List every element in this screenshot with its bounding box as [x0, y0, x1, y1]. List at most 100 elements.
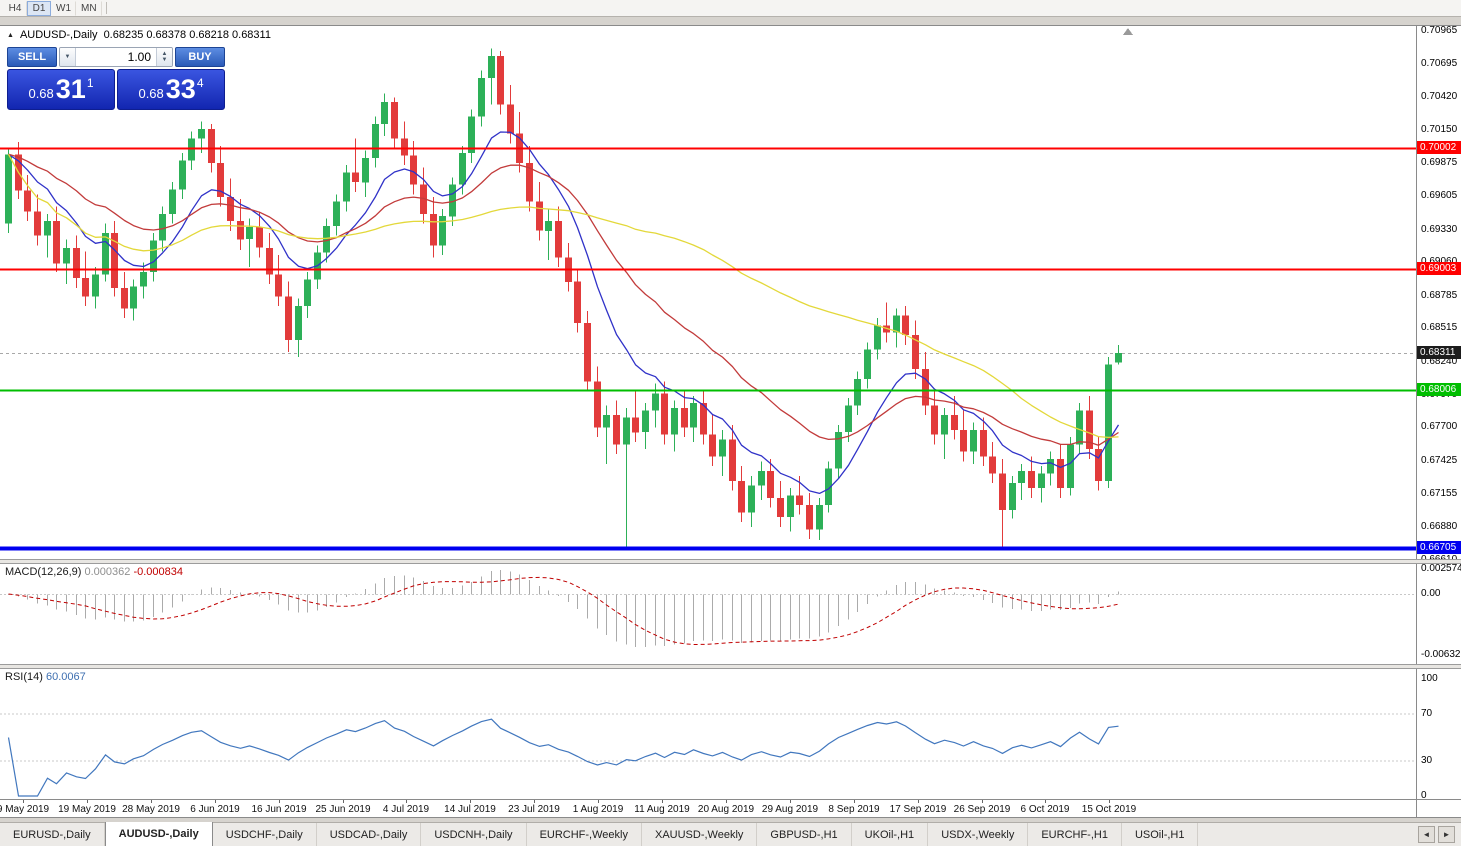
date-label: 19 May 2019 [58, 804, 116, 815]
chart-tabs: EURUSD-,Daily AUDUSD-,Daily USDCHF-,Daily U… [0, 822, 1199, 846]
chart-tab-gbpusd-h1[interactable]: GBPUSD-,H1 [757, 823, 852, 846]
scale-tick: 0.70150 [1421, 124, 1458, 136]
chart-tab-audusd-daily[interactable]: AUDUSD-,Daily [104, 822, 213, 846]
date-tick [343, 800, 344, 803]
scale-tick: 0.69060 [1421, 256, 1457, 268]
buy-button[interactable]: BUY [175, 47, 225, 67]
date-label: 26 Sep 2019 [953, 804, 1011, 815]
date-label: 29 Aug 2019 [761, 804, 819, 815]
date-tick [662, 800, 663, 803]
one-click-trading-panel: SELL ▼ 1.00 ▲ ▼ BUY 0.68 31 1 [6, 46, 226, 111]
sell-button[interactable]: SELL [7, 47, 57, 67]
date-label: 11 Aug 2019 [634, 804, 690, 815]
chart-tab-usdchf-daily[interactable]: USDCHF-,Daily [213, 823, 317, 846]
macd-indicator-label: MACD(12,26,9) 0.000362 -0.000834 [5, 566, 183, 578]
date-label: 8 Sep 2019 [828, 804, 880, 815]
timeframe-button-h4[interactable]: H4 [3, 0, 27, 16]
rsi-indicator-label: RSI(14) 60.0067 [5, 671, 86, 683]
chart-tab-eurusd-daily[interactable]: EURUSD-,Daily [0, 823, 105, 846]
macd-signal-value: -0.000834 [133, 566, 183, 578]
scale-tick: 100 [1421, 673, 1438, 684]
date-label: 4 Jul 2019 [382, 804, 430, 815]
date-tick [279, 800, 280, 803]
date-tick [790, 800, 791, 803]
date-axis[interactable]: 9 May 2019 19 May 2019 28 May 2019 6 Jun 20… [0, 800, 1416, 817]
price-scale[interactable]: 0.70965 0.70695 0.70420 0.70150 0.69875 0.696… [1416, 25, 1461, 817]
scale-tick: 30 [1421, 754, 1433, 766]
axis-border [0, 799, 1461, 800]
level-price-badge: 0.68006 [1417, 383, 1461, 396]
panel-splitter[interactable] [0, 664, 1461, 669]
date-tick [470, 800, 471, 803]
date-tick [982, 800, 983, 803]
date-label: 1 Aug 2019 [572, 804, 624, 815]
date-label: 9 May 2019 [0, 804, 50, 815]
timeframe-button-w1[interactable]: W1 [51, 0, 76, 16]
date-tick [1109, 800, 1110, 803]
rsi-canvas[interactable] [0, 669, 1416, 799]
date-label: 6 Oct 2019 [1020, 804, 1070, 815]
chart-tab-eurchf-weekly[interactable]: EURCHF-,Weekly [527, 823, 642, 846]
date-tick [598, 800, 599, 803]
tab-scroll-right-icon[interactable]: ► [1438, 826, 1455, 843]
bid-price-main: 0.68 [28, 86, 54, 101]
bid-price-pips: 31 [55, 74, 86, 104]
scale-tick: 0.70695 [1421, 57, 1458, 69]
date-tick [1045, 800, 1046, 803]
panel-splitter[interactable] [0, 559, 1461, 564]
level-price-badge: 0.66705 [1417, 541, 1461, 554]
date-label: 23 Jul 2019 [508, 804, 560, 815]
chart-tab-usdcnh-daily[interactable]: USDCNH-,Daily [421, 823, 527, 846]
rsi-value: 60.0067 [45, 671, 86, 683]
scale-tick: 0.69875 [1421, 157, 1458, 169]
main-chart-canvas[interactable] [0, 26, 1416, 559]
date-tick [151, 800, 152, 803]
date-tick [534, 800, 535, 803]
tab-scroll-buttons: ◄ ► [1418, 823, 1461, 846]
macd-canvas[interactable] [0, 564, 1416, 664]
rsi-name: RSI(14) [5, 671, 43, 683]
date-tick [854, 800, 855, 803]
bid-price-box[interactable]: 0.68 31 1 [7, 69, 115, 110]
date-tick [406, 800, 407, 803]
chart-tab-xauusd-weekly[interactable]: XAUUSD-,Weekly [642, 823, 758, 846]
ask-price-main: 0.68 [138, 86, 164, 101]
scale-tick: 0.002574 [1421, 563, 1461, 574]
date-tick [87, 800, 88, 803]
ask-price-pips: 33 [165, 74, 196, 104]
chart-title: ▲ AUDUSD-,Daily 0.68235 0.68378 0.68218 … [7, 29, 271, 41]
date-label: 28 May 2019 [122, 804, 180, 815]
scale-tick: 0.70965 [1421, 25, 1458, 37]
ask-price-frac: 4 [196, 75, 204, 90]
volume-input[interactable]: 1.00 [127, 50, 151, 64]
date-tick [726, 800, 727, 803]
timeframe-button-d1[interactable]: D1 [27, 0, 51, 16]
date-label: 14 Jul 2019 [444, 804, 496, 815]
scale-tick: 70 [1421, 708, 1433, 720]
level-price-badge: 0.69003 [1417, 262, 1461, 275]
collapse-subwindow-icon[interactable]: ▲ [7, 31, 14, 39]
chart-tab-eurchf-h1[interactable]: EURCHF-,H1 [1028, 823, 1122, 846]
tab-scroll-left-icon[interactable]: ◄ [1418, 826, 1435, 843]
chart-tab-ukoil-h1[interactable]: UKOil-,H1 [852, 823, 929, 846]
scale-tick: -0.006326 [1421, 649, 1461, 661]
chart-ohlc-values: 0.68235 0.68378 0.68218 0.68311 [103, 29, 271, 41]
chart-tab-usoil-h1[interactable]: USOil-,H1 [1122, 823, 1199, 846]
spinner-down-icon: ▼ [161, 57, 168, 63]
spinner-up-icon: ▲ [161, 51, 168, 57]
volume-decrease-button[interactable]: ▼ [60, 48, 76, 66]
ask-price-box[interactable]: 0.68 33 4 [117, 69, 225, 110]
volume-control: ▼ 1.00 ▲ ▼ [59, 47, 173, 67]
date-label: 25 Jun 2019 [315, 804, 371, 815]
date-tick [918, 800, 919, 803]
scale-tick: 0.00 [1421, 588, 1441, 599]
chart-tab-usdx-weekly[interactable]: USDX-,Weekly [928, 823, 1029, 846]
timeframe-button-mn[interactable]: MN [76, 0, 102, 16]
volume-spinner[interactable]: ▲ ▼ [156, 48, 172, 66]
chevron-down-icon: ▼ [64, 54, 71, 60]
macd-main-value: 0.000362 [84, 566, 131, 578]
chart-window: ▲ AUDUSD-,Daily 0.68235 0.68378 0.68218 … [0, 25, 1461, 818]
chart-shift-marker [1123, 28, 1133, 35]
chart-tab-usdcad-daily[interactable]: USDCAD-,Daily [317, 823, 422, 846]
chart-plot-area[interactable]: ▲ AUDUSD-,Daily 0.68235 0.68378 0.68218 … [0, 26, 1416, 817]
